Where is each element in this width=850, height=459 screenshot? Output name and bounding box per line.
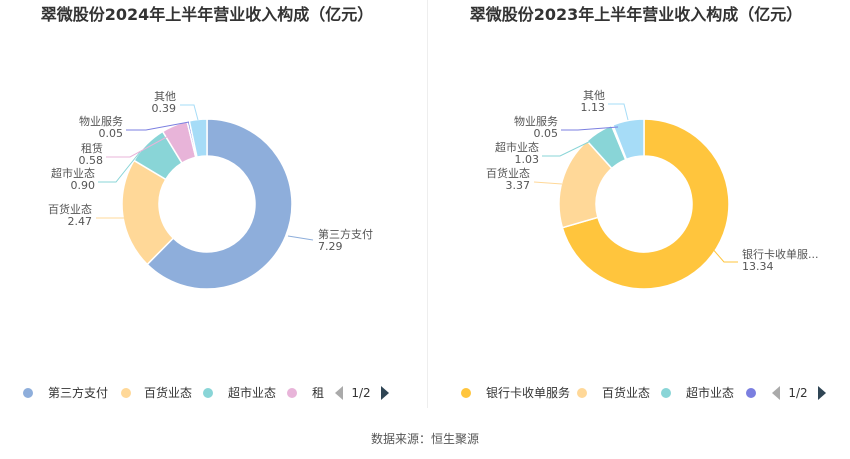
pie-slice[interactable] bbox=[561, 118, 730, 290]
legend-item-label[interactable]: 百货业态 bbox=[602, 385, 650, 400]
legend-next-page-icon[interactable] bbox=[818, 386, 826, 400]
slice-name-label: 超市业态 bbox=[51, 166, 95, 180]
slice-name-label: 百货业态 bbox=[48, 202, 92, 216]
slice-value-label: 2.47 bbox=[68, 215, 93, 228]
legend-item-label[interactable]: 百货业态 bbox=[144, 385, 192, 400]
slice-name-label: 第三方支付 bbox=[318, 227, 373, 241]
slice-value-label: 0.58 bbox=[79, 154, 104, 167]
slice-value-label: 1.13 bbox=[581, 101, 606, 114]
legend-marker[interactable] bbox=[746, 388, 756, 398]
pie-slice[interactable] bbox=[188, 118, 208, 158]
slice-name-label: 银行卡收单服... bbox=[742, 247, 819, 261]
legend-marker[interactable] bbox=[23, 388, 33, 398]
pie-2024 bbox=[121, 118, 293, 290]
slice-name-label: 物业服务 bbox=[514, 114, 558, 128]
legend-next-page-icon[interactable] bbox=[381, 386, 389, 400]
chart-2023: 翠微股份2023年上半年营业收入构成（亿元） 银行卡收单服...13.34 百货业… bbox=[461, 5, 826, 400]
chart-title-2024: 翠微股份2024年上半年营业收入构成（亿元） bbox=[41, 5, 374, 24]
legend-item-label[interactable]: 第三方支付 bbox=[48, 385, 108, 400]
legend-marker[interactable] bbox=[287, 388, 297, 398]
legend-2023: 银行卡收单服务 百货业态 超市业态 1/2 bbox=[461, 385, 826, 400]
label-leader-line bbox=[710, 246, 738, 263]
slice-value-label: 7.29 bbox=[318, 240, 343, 253]
slice-value-label: 0.05 bbox=[99, 127, 124, 140]
slice-name-label: 超市业态 bbox=[495, 140, 539, 154]
pie-slice[interactable] bbox=[146, 118, 293, 290]
label-leader-line bbox=[608, 103, 629, 121]
legend-page-indicator: 1/2 bbox=[351, 386, 370, 400]
label-leader-line bbox=[98, 151, 141, 183]
label-leader-line bbox=[561, 126, 619, 131]
label-leader-line bbox=[180, 104, 199, 121]
legend-prev-page-icon[interactable] bbox=[335, 386, 343, 400]
legend-2024: 第三方支付 百货业态 超市业态 租 1/2 bbox=[23, 385, 389, 400]
legend-marker[interactable] bbox=[577, 388, 587, 398]
label-leader-line bbox=[287, 235, 314, 241]
slice-value-label: 3.37 bbox=[506, 179, 531, 192]
legend-marker[interactable] bbox=[661, 388, 671, 398]
legend-marker[interactable] bbox=[203, 388, 213, 398]
slice-name-label: 租赁 bbox=[81, 141, 103, 155]
slice-value-label: 0.05 bbox=[534, 127, 559, 140]
slice-value-label: 13.34 bbox=[742, 260, 774, 273]
legend-item-label[interactable]: 租 bbox=[312, 386, 324, 400]
label-leader-line bbox=[533, 181, 563, 185]
slice-name-label: 物业服务 bbox=[79, 114, 123, 128]
legend-prev-page-icon[interactable] bbox=[772, 386, 780, 400]
label-leader-line bbox=[542, 137, 598, 157]
slice-name-label: 其他 bbox=[154, 90, 176, 103]
legend-item-label[interactable]: 超市业态 bbox=[686, 385, 734, 400]
slice-name-label: 其他 bbox=[583, 89, 605, 102]
pie-2023 bbox=[558, 118, 730, 290]
legend-item-label[interactable]: 银行卡收单服务 bbox=[486, 385, 570, 400]
label-leader-line bbox=[126, 121, 190, 131]
slice-name-label: 百货业态 bbox=[486, 166, 530, 180]
data-source: 数据来源：恒生聚源 bbox=[371, 431, 479, 446]
chart-title-2023: 翠微股份2023年上半年营业收入构成（亿元） bbox=[470, 5, 803, 24]
legend-marker[interactable] bbox=[461, 388, 471, 398]
pie-slice[interactable] bbox=[611, 118, 645, 161]
label-leader-line bbox=[106, 132, 175, 158]
slice-value-label: 0.90 bbox=[71, 179, 96, 192]
slice-value-label: 1.03 bbox=[515, 153, 540, 166]
chart-2024: 翠微股份2024年上半年营业收入构成（亿元） 第三方支付7.29百货业态2.47… bbox=[23, 5, 389, 400]
chart-divider bbox=[427, 0, 428, 408]
legend-item-label[interactable]: 超市业态 bbox=[228, 385, 276, 400]
legend-marker[interactable] bbox=[121, 388, 131, 398]
legend-page-indicator: 1/2 bbox=[788, 386, 807, 400]
slice-value-label: 0.39 bbox=[152, 102, 177, 115]
